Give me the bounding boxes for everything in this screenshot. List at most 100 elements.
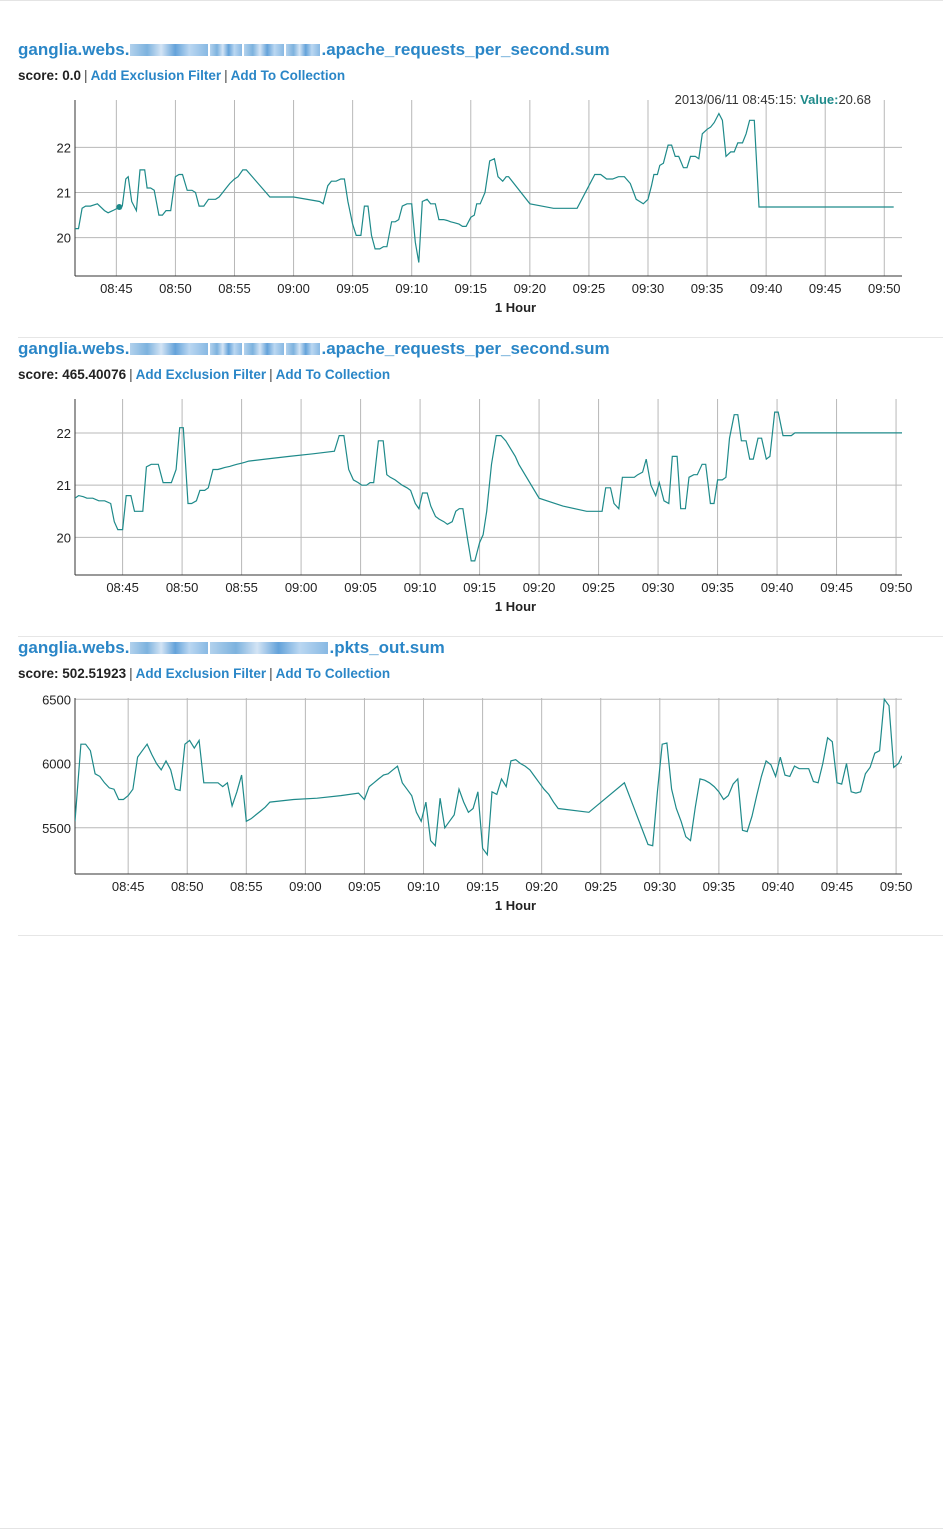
metric-panel: ganglia.webs. .apache_requests_per_secon… — [18, 337, 943, 637]
x-tick-label: 09:15 — [466, 879, 499, 894]
add-to-collection-link[interactable]: Add To Collection — [276, 666, 391, 681]
x-tick-label: 09:35 — [691, 281, 724, 296]
x-tick-label: 09:35 — [701, 580, 734, 595]
x-tick-label: 09:20 — [523, 580, 556, 595]
y-tick-label: 6000 — [42, 757, 71, 772]
x-tick-label: 09:25 — [582, 580, 615, 595]
x-tick-label: 09:05 — [344, 580, 377, 595]
x-tick-label: 08:50 — [171, 879, 204, 894]
x-tick-label: 09:40 — [750, 281, 783, 296]
x-tick-label: 09:30 — [632, 281, 665, 296]
x-tick-label: 09:45 — [821, 879, 854, 894]
metric-title-prefix: ganglia.webs. — [18, 337, 129, 361]
x-tick-label: 09:15 — [455, 281, 488, 296]
line-chart[interactable]: 08:45 08:50 08:55 09:00 09:05 09:10 09:15 09:20… — [18, 389, 943, 629]
tooltip-value: 20.68 — [838, 92, 871, 107]
x-tick-label: 08:45 — [106, 580, 139, 595]
x-tick-label: 09:40 — [761, 580, 794, 595]
redacted-hostname — [210, 44, 242, 56]
bottom-divider — [0, 1528, 943, 1529]
line-chart[interactable]: 08:45 08:50 08:55 09:00 09:05 09:10 09:15 09:20… — [18, 90, 943, 330]
metric-title-prefix: ganglia.webs. — [18, 636, 129, 660]
highlight-point — [116, 204, 122, 210]
x-tick-label: 09:10 — [404, 580, 437, 595]
top-divider — [0, 0, 943, 1]
y-tick-label: 6500 — [42, 692, 71, 707]
metric-title-link[interactable]: ganglia.webs. .apache_requests_per_secon… — [18, 337, 610, 361]
metric-meta: score: 465.40076 | Add Exclusion Filter | Ad… — [18, 367, 390, 382]
x-tick-label: 08:55 — [218, 281, 251, 296]
x-tick-label: 09:25 — [573, 281, 606, 296]
x-tick-label: 09:40 — [762, 879, 795, 894]
metric-title-link[interactable]: ganglia.webs. .apache_requests_per_secon… — [18, 38, 610, 62]
separator: | — [266, 666, 276, 681]
separator: | — [221, 68, 231, 83]
series-line — [75, 114, 894, 263]
metric-title-suffix: .apache_requests_per_second.sum — [321, 38, 609, 62]
x-tick-label: 08:45 — [112, 879, 145, 894]
x-tick-label: 08:55 — [225, 580, 258, 595]
score-label: score: 502.51923 — [18, 666, 126, 681]
redacted-hostname — [130, 343, 208, 355]
x-tick-label: 09:05 — [336, 281, 369, 296]
add-exclusion-filter-link[interactable]: Add Exclusion Filter — [136, 367, 267, 382]
add-to-collection-link[interactable]: Add To Collection — [276, 367, 391, 382]
x-tick-label: 09:45 — [809, 281, 842, 296]
metric-meta: score: 502.51923 | Add Exclusion Filter | Ad… — [18, 666, 390, 681]
x-tick-label: 09:35 — [703, 879, 736, 894]
y-tick-label: 22 — [57, 140, 71, 155]
y-tick-label: 22 — [57, 426, 71, 441]
x-tick-label: 08:50 — [159, 281, 192, 296]
x-tick-label: 09:00 — [277, 281, 310, 296]
line-chart[interactable]: 08:45 08:50 08:55 09:00 09:05 09:10 09:15 09:20… — [18, 688, 943, 928]
metric-title-link[interactable]: ganglia.webs. .pkts_out.sum — [18, 636, 445, 660]
hover-tooltip: 2013/06/11 08:45:15: Value:20.68 — [675, 92, 871, 107]
x-axis-label: 1 Hour — [495, 599, 536, 614]
series-line — [75, 412, 902, 561]
y-tick-label: 21 — [57, 478, 71, 493]
x-tick-label: 09:00 — [285, 580, 318, 595]
metric-title-suffix: .pkts_out.sum — [329, 636, 444, 660]
tooltip-value-label: Value: — [800, 92, 838, 107]
metric-title-prefix: ganglia.webs. — [18, 38, 129, 62]
separator: | — [266, 367, 276, 382]
redacted-hostname — [130, 642, 208, 654]
x-tick-label: 08:45 — [100, 281, 133, 296]
x-tick-label: 08:50 — [166, 580, 199, 595]
y-tick-label: 5500 — [42, 821, 71, 836]
metric-panel: ganglia.webs. .apache_requests_per_secon… — [18, 38, 943, 338]
x-tick-label: 09:00 — [289, 879, 322, 894]
score-label: score: 465.40076 — [18, 367, 126, 382]
x-tick-label: 09:20 — [525, 879, 558, 894]
x-tick-label: 09:30 — [642, 580, 675, 595]
separator: | — [126, 367, 136, 382]
metric-panel: ganglia.webs. .pkts_out.sum score: 502.5… — [18, 636, 943, 936]
x-axis-label: 1 Hour — [495, 300, 536, 315]
metric-meta: score: 0.0 | Add Exclusion Filter | Add To C… — [18, 68, 345, 83]
add-exclusion-filter-link[interactable]: Add Exclusion Filter — [91, 68, 222, 83]
x-tick-label: 09:20 — [514, 281, 547, 296]
x-tick-label: 09:10 — [395, 281, 428, 296]
redacted-hostname — [210, 343, 242, 355]
redacted-hostname — [130, 44, 208, 56]
separator: | — [126, 666, 136, 681]
x-tick-label: 09:50 — [880, 879, 913, 894]
x-tick-label: 09:25 — [584, 879, 617, 894]
x-tick-label: 09:10 — [407, 879, 440, 894]
x-tick-label: 09:15 — [463, 580, 496, 595]
add-exclusion-filter-link[interactable]: Add Exclusion Filter — [136, 666, 267, 681]
redacted-hostname — [210, 642, 328, 654]
y-tick-label: 20 — [57, 530, 71, 545]
redacted-hostname — [244, 44, 284, 56]
separator: | — [81, 68, 91, 83]
x-tick-label: 09:50 — [880, 580, 913, 595]
add-to-collection-link[interactable]: Add To Collection — [231, 68, 346, 83]
x-axis-label: 1 Hour — [495, 898, 536, 913]
x-tick-label: 09:50 — [868, 281, 901, 296]
x-tick-label: 09:05 — [348, 879, 381, 894]
tooltip-time: 2013/06/11 08:45:15: — [675, 92, 801, 107]
y-tick-label: 20 — [57, 231, 71, 246]
redacted-hostname — [286, 343, 320, 355]
x-tick-label: 09:45 — [820, 580, 853, 595]
x-tick-label: 09:30 — [644, 879, 677, 894]
